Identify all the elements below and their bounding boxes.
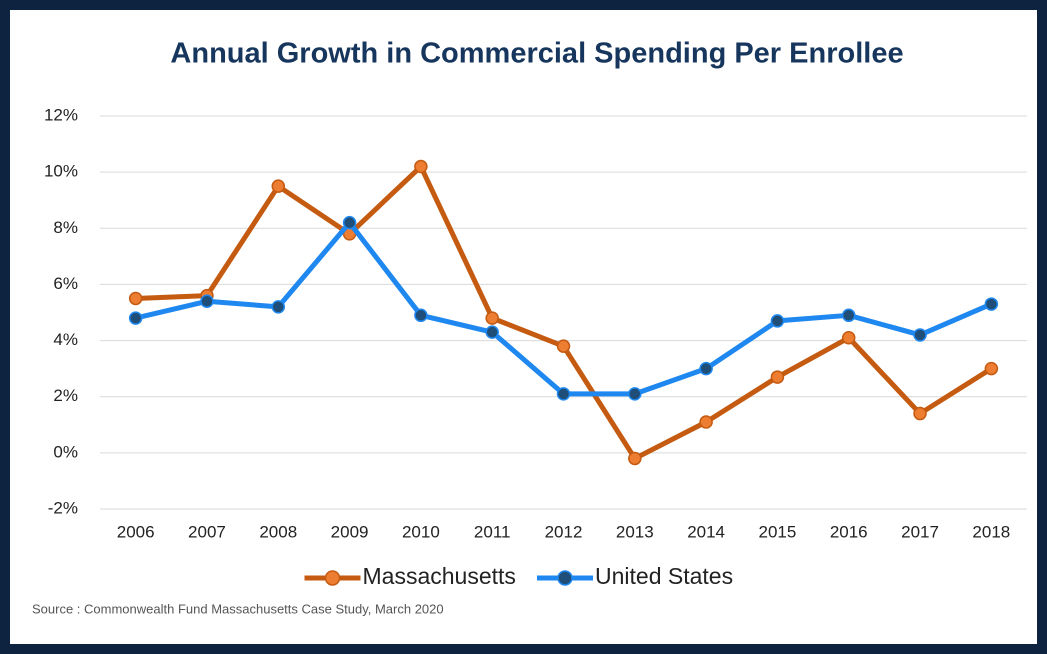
x-tick-label: 2009	[331, 522, 369, 541]
point	[271, 179, 286, 193]
x-tick-label: 2014	[687, 522, 725, 541]
point	[699, 361, 713, 376]
x-tick-label: 2008	[259, 522, 297, 541]
point	[485, 311, 499, 325]
point	[984, 361, 999, 376]
point	[556, 387, 571, 401]
point	[770, 370, 785, 384]
x-tick-label: 2006	[117, 522, 155, 541]
point	[485, 325, 499, 339]
x-tick-label: 2018	[972, 522, 1010, 541]
x-tick-label: 2007	[188, 522, 226, 541]
point	[628, 387, 642, 401]
point	[841, 331, 856, 345]
point	[271, 300, 286, 314]
y-tick-label: -2%	[48, 498, 78, 517]
point	[913, 328, 927, 342]
legend-label: Massachusetts	[363, 563, 516, 589]
x-tick-label: 2016	[830, 522, 868, 541]
point	[128, 311, 143, 325]
point	[628, 451, 642, 466]
point	[984, 297, 999, 311]
point	[128, 291, 143, 306]
y-tick-label: 12%	[44, 105, 78, 124]
chart-title: Annual Growth in Commercial Spending Per…	[170, 38, 903, 70]
y-tick-label: 8%	[53, 218, 78, 237]
point	[200, 294, 214, 309]
y-tick-label: 6%	[53, 274, 78, 293]
point	[414, 159, 428, 174]
legend-marker	[324, 570, 341, 586]
point	[556, 339, 571, 353]
point	[841, 308, 856, 323]
point	[699, 415, 713, 429]
point	[770, 314, 785, 328]
x-tick-label: 2012	[545, 522, 583, 541]
y-tick-label: 2%	[53, 386, 78, 405]
y-tick-label: 4%	[53, 330, 78, 349]
point	[913, 406, 927, 421]
point	[342, 215, 357, 230]
x-tick-label: 2011	[474, 522, 511, 541]
source-note: Source : Commonwealth Fund Massachusetts…	[32, 601, 444, 616]
x-tick-label: 2010	[402, 522, 440, 541]
y-tick-label: 0%	[53, 442, 78, 461]
legend-marker	[557, 570, 573, 586]
x-tick-label: 2017	[901, 522, 939, 541]
y-tick-label: 10%	[44, 162, 78, 181]
x-tick-label: 2013	[616, 522, 654, 541]
legend-label: United States	[595, 563, 733, 589]
x-tick-label: 2015	[759, 522, 797, 541]
point	[414, 308, 428, 323]
